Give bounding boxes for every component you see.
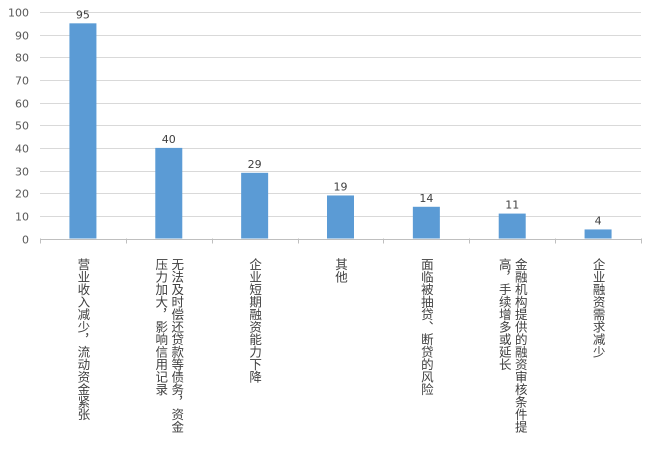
x-tick-label: 面临被抽贷、断贷的风险 (419, 258, 434, 396)
bar (498, 213, 526, 239)
bar (412, 206, 440, 239)
y-tick-label: 90 (15, 30, 29, 43)
x-tick-label: 企业短期融资能力下降 (247, 257, 262, 383)
bar (327, 195, 354, 239)
data-label: 29 (248, 158, 262, 171)
x-tick-label: 企业融资需求减少 (591, 257, 606, 358)
data-label: 4 (595, 214, 602, 227)
y-tick-label: 40 (15, 143, 29, 156)
bar (155, 147, 183, 239)
data-label: 11 (505, 199, 519, 212)
y-tick-label: 60 (15, 98, 29, 111)
y-tick-label: 10 (15, 211, 29, 224)
y-tick-label: 80 (15, 52, 29, 65)
x-tick-label: 其他 (333, 258, 348, 283)
y-axis: 0 10 20 30 40 50 60 70 80 90 100 (8, 7, 29, 247)
x-tick-label: 金融机构提供的融资审核条件提 (513, 257, 528, 434)
y-tick-label: 100 (8, 7, 29, 20)
x-tick-label: 营业收入减少，流动资金紧张 (75, 258, 90, 421)
data-labels: 95 40 29 19 14 11 4 (76, 8, 602, 227)
gridlines (40, 12, 641, 240)
bars (69, 23, 612, 239)
data-label: 19 (334, 180, 348, 193)
data-label: 40 (162, 133, 176, 146)
y-tick-label: 50 (15, 120, 29, 133)
data-label: 95 (76, 8, 90, 21)
bar (69, 23, 97, 239)
bar (584, 229, 612, 239)
data-label: 14 (419, 192, 433, 205)
y-tick-label: 30 (15, 166, 29, 179)
x-tick-label: 高，手续增多或延长 (497, 257, 512, 371)
x-tick-label: 无法及时偿还贷款等债务，资金 (169, 258, 184, 433)
y-tick-label: 0 (22, 234, 29, 247)
y-tick-label: 70 (15, 75, 29, 88)
y-tick-label: 20 (15, 188, 29, 201)
bar (241, 172, 269, 239)
x-tick-label: 压力加大，影响信用记录 (153, 258, 168, 396)
